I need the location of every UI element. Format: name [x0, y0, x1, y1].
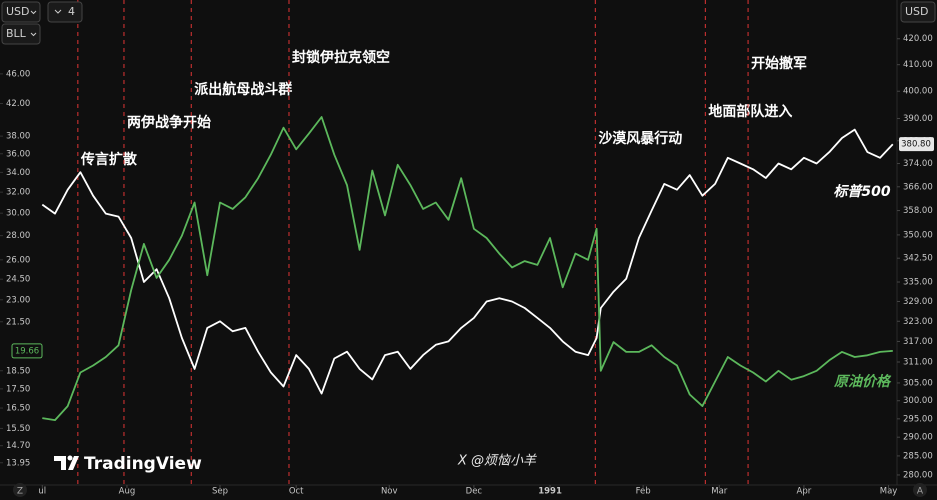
- series-label: 标普500: [833, 183, 890, 200]
- x-tick-label: 1991: [538, 487, 562, 497]
- layout[interactable]: 4: [68, 5, 75, 18]
- logo-icon: [54, 456, 79, 470]
- x-tick-label: Apr: [797, 487, 812, 497]
- y2-tick-label: 323.00: [903, 317, 933, 327]
- y-tick-label: 14.70: [6, 441, 30, 451]
- y-tick-label: 15.50: [6, 424, 30, 434]
- x-tick-label: Feb: [636, 487, 651, 497]
- bottom-right-icon[interactable]: A: [917, 487, 924, 497]
- y-tick-label: 34.00: [6, 168, 30, 178]
- price-tag-label: 380.80: [901, 140, 931, 150]
- right-currency-button[interactable]: [900, 1, 936, 23]
- chevron: [54, 9, 62, 14]
- series-line: [42, 116, 893, 421]
- y2-tick-label: 335.00: [903, 278, 933, 288]
- y-tick-label: 30.00: [6, 209, 30, 219]
- x-tick-label: Mar: [711, 487, 728, 497]
- y2-tick-label: 317.00: [903, 337, 933, 347]
- y-tick-label: 46.00: [6, 69, 30, 79]
- price-tag: [899, 137, 934, 152]
- event-label: 地面部队进入: [708, 103, 792, 120]
- icon-bg: [913, 483, 927, 497]
- price-tag-label: 19.66: [15, 346, 39, 356]
- y-tick-label: 42.00: [6, 99, 30, 109]
- y-tick-label: 23.00: [6, 295, 30, 305]
- y2-tick-label: 285.00: [903, 451, 933, 461]
- y2-tick-label: 400.00: [903, 87, 933, 97]
- y2-tick-label: 295.00: [903, 414, 933, 424]
- y2-tick-label: 305.00: [903, 378, 933, 388]
- chevron: [30, 32, 37, 37]
- y2-tick-label: 366.00: [903, 182, 933, 192]
- x-tick-label: Sep: [212, 487, 228, 497]
- event-label: 传言扩散: [80, 151, 138, 168]
- currency[interactable]: USD: [6, 5, 30, 18]
- price-tag: [11, 343, 43, 359]
- y-tick-label: 32.00: [6, 188, 30, 198]
- series-label: 原油价格: [833, 373, 892, 390]
- y2-tick-label: 420.00: [903, 34, 933, 44]
- logo: TradingView: [84, 454, 202, 474]
- y2-tick-label: 358.00: [903, 206, 933, 216]
- logo-icon: [67, 455, 73, 461]
- x-tick-label: Oct: [289, 487, 304, 497]
- right-currency[interactable]: USD: [905, 5, 929, 18]
- y-tick-label: 13.95: [6, 458, 30, 468]
- y-tick-label: 24.50: [6, 275, 30, 285]
- x-tick-label: Nov: [381, 487, 398, 497]
- y2-tick-label: 311.00: [903, 357, 933, 367]
- currency-button[interactable]: [1, 1, 41, 23]
- bottom-left-icon[interactable]: Z: [17, 487, 23, 497]
- watermark: X @烦恼小羊: [457, 454, 537, 469]
- y-tick-label: 26.00: [6, 255, 30, 265]
- y-tick-label: 38.00: [6, 132, 30, 142]
- x-tick-label: Aug: [119, 487, 136, 497]
- y2-tick-label: 342.50: [903, 254, 933, 264]
- y-tick-label: 28.00: [6, 231, 30, 241]
- event-label: 封锁伊拉克领空: [292, 49, 390, 66]
- y2-tick-label: 390.00: [903, 114, 933, 124]
- event-label: 派出航母战斗群: [194, 81, 292, 98]
- symbol-button[interactable]: [1, 23, 41, 45]
- event-label: 沙漠风暴行动: [598, 130, 682, 147]
- y2-tick-label: 329.00: [903, 297, 933, 307]
- x-tick-label: ul: [38, 487, 46, 497]
- y2-tick-label: 410.00: [903, 60, 933, 70]
- y-tick-label: 21.50: [6, 317, 30, 327]
- series-line: [41, 128, 894, 395]
- y2-tick-label: 374.00: [903, 159, 933, 169]
- icon-bg: [13, 483, 27, 497]
- y-tick-label: 18.50: [6, 366, 30, 376]
- y2-tick-label: 290.00: [903, 433, 933, 443]
- x-tick-label: Dec: [466, 487, 483, 497]
- event-label: 两伊战争开始: [127, 114, 211, 131]
- y-tick-label: 36.00: [6, 149, 30, 159]
- chevron: [30, 10, 37, 15]
- event-label: 开始撤军: [751, 55, 807, 72]
- y2-tick-label: 350.00: [903, 230, 933, 240]
- y-tick-label: 16.50: [6, 404, 30, 414]
- x-tick-label: May: [880, 487, 898, 497]
- y-tick-label: 17.50: [6, 384, 30, 394]
- y2-tick-label: 280.00: [903, 470, 933, 480]
- y2-tick-label: 300.00: [903, 396, 933, 406]
- layout-button[interactable]: [47, 1, 83, 23]
- symbol[interactable]: BLL: [6, 27, 27, 40]
